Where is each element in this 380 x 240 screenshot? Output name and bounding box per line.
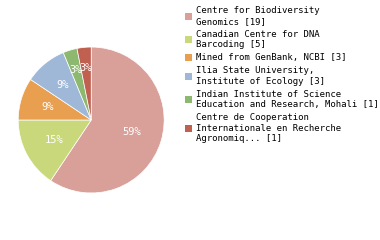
- Wedge shape: [18, 120, 91, 181]
- Wedge shape: [30, 53, 91, 120]
- Text: 59%: 59%: [122, 127, 141, 137]
- Text: 3%: 3%: [80, 63, 92, 73]
- Text: 9%: 9%: [56, 80, 69, 90]
- Wedge shape: [51, 47, 164, 193]
- Wedge shape: [63, 48, 91, 120]
- Text: 9%: 9%: [42, 102, 54, 112]
- Text: 15%: 15%: [44, 135, 63, 145]
- Text: 3%: 3%: [70, 65, 82, 75]
- Wedge shape: [18, 79, 91, 120]
- Wedge shape: [77, 47, 91, 120]
- Legend: Centre for Biodiversity
Genomics [19], Canadian Centre for DNA
Barcoding [5], Mi: Centre for Biodiversity Genomics [19], C…: [183, 5, 380, 145]
